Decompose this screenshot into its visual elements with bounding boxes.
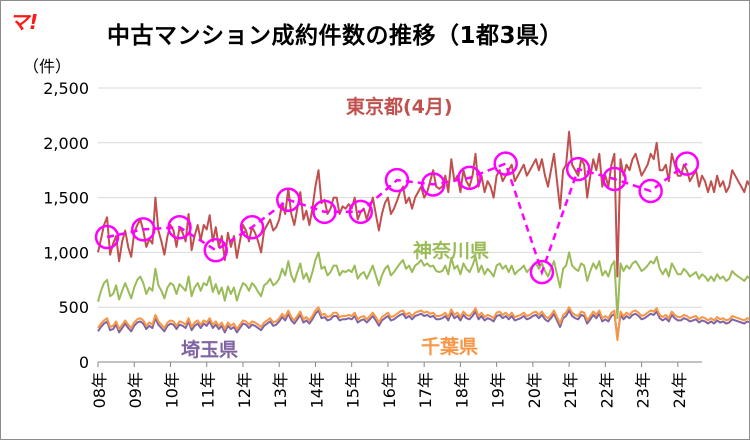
x-tick-label: 21年 (561, 372, 580, 408)
series-annotation: 東京都(4月) (346, 95, 453, 118)
april-marker (94, 224, 120, 250)
april-marker (203, 237, 229, 263)
x-tick-label: 17年 (416, 372, 435, 408)
series-line-神奈川県 (97, 251, 749, 320)
brand-logo: マ! (9, 10, 39, 34)
april-marker (457, 165, 482, 191)
x-tick-label: 22年 (597, 372, 616, 408)
x-tick-label: 08年 (90, 372, 109, 408)
x-tick-label: 15年 (344, 372, 363, 408)
april-marker (565, 156, 591, 182)
series-annotation: 神奈川県 (413, 239, 489, 262)
april-marker (384, 167, 410, 193)
april-marker (239, 214, 265, 240)
april-marker (348, 199, 373, 225)
y-tick-label: 1,500 (43, 189, 89, 208)
april-marker (312, 199, 337, 225)
x-tick-label: 09年 (126, 372, 145, 408)
april-marker (493, 151, 518, 176)
x-tick-label: 10年 (162, 372, 181, 408)
series-line-千葉県 (97, 306, 749, 342)
y-tick-label: 0 (79, 353, 89, 372)
x-tick-label: 13年 (271, 372, 290, 408)
april-marker (602, 166, 627, 192)
x-tick-label: 16年 (380, 372, 399, 408)
x-tick-label: 19年 (489, 372, 508, 408)
april-marker (167, 214, 192, 240)
april-marker (420, 172, 446, 197)
april-marker (276, 187, 301, 213)
x-tick-label: 23年 (634, 372, 653, 408)
y-tick-label: 2,000 (43, 134, 89, 153)
y-tick-label: 500 (58, 298, 89, 317)
x-tick-label: 18年 (452, 372, 471, 408)
april-marker (674, 151, 700, 176)
x-tick-label: 24年 (670, 372, 689, 408)
series-annotation: 埼玉県 (181, 338, 238, 361)
series-line-april (106, 161, 688, 276)
y-tick-label: 1,000 (43, 243, 89, 262)
series-annotation: 千葉県 (421, 336, 478, 358)
y-axis-unit: （件） (23, 57, 72, 76)
x-tick-label: 14年 (307, 372, 326, 408)
chart-title: 中古マンション成約件数の推移（1都3県） (107, 23, 564, 49)
x-tick-label: 11年 (199, 372, 218, 408)
april-marker (638, 178, 663, 204)
y-tick-label: 2,500 (43, 79, 89, 98)
april-marker (529, 259, 555, 285)
x-tick-label: 20年 (525, 372, 544, 408)
x-tick-label: 12年 (235, 372, 254, 408)
series-line-埼玉県 (97, 309, 749, 339)
april-marker (131, 217, 156, 242)
